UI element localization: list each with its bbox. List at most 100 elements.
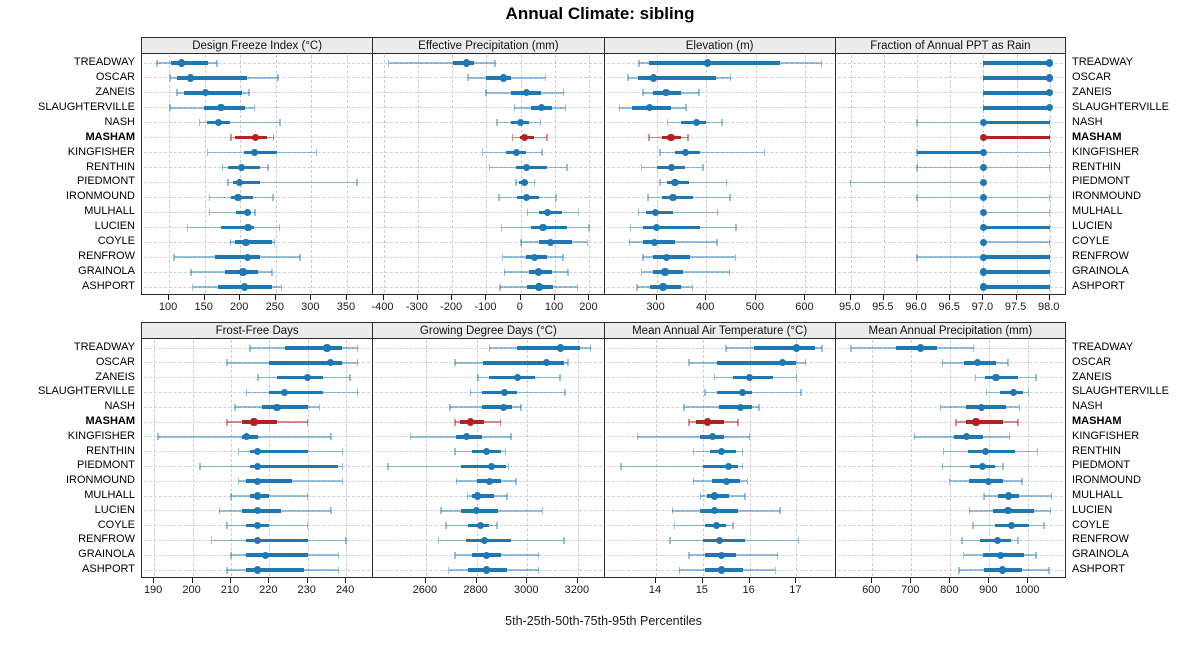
axis-tick-label: 15 [695,584,708,596]
median-dot [979,178,987,187]
whisker-cap-high [1048,238,1051,246]
grid-vline [656,340,658,576]
grid-row-line [606,211,833,213]
median-dot [979,238,987,246]
whisker-cap-high [741,448,744,456]
whisker-cap-high [337,551,340,559]
whisker-cap-low [501,253,504,261]
median-dot [251,134,259,142]
grid-vline [883,55,885,293]
whisker-cap-low [230,551,232,559]
axis-tick [519,295,521,300]
axis-tick-label: -400 [371,301,394,313]
whisker-cap-low [191,283,194,291]
whisker-cap-high [520,403,522,411]
whisker-cap-low [972,522,974,530]
strip-title: Effective Precipitation (mm) [418,39,559,52]
whisker-cap-high [1049,507,1052,515]
axis-tick [871,578,873,583]
grid-vline [230,340,232,576]
grid-vline [486,55,488,293]
iqr-bar [269,390,324,395]
whisker-cap-low [688,359,690,367]
axis-tick [345,295,347,300]
whisker-cap-high [1048,193,1051,201]
iqr-bar [250,464,339,469]
whisker-cap-low [669,536,671,544]
whisker-cap-high [1048,119,1051,127]
grid-row-line [606,347,833,349]
grid-row-line [837,181,1063,183]
panel-strip-design-freeze-index-c: Design Freeze Index (°C) [141,37,374,54]
axis-tick-label: 96.5 [938,301,960,313]
whisker-cap-high [337,566,340,574]
median-dot [542,359,550,367]
median-dot [974,359,982,367]
whisker-cap-high [1048,149,1051,157]
whisker-cap-high [821,344,823,352]
median-dot [474,492,482,500]
whisker-cap-high [1027,388,1030,396]
iqr-bar [461,464,506,469]
median-dot [521,134,529,142]
whisker-cap-high [691,283,694,291]
axis-tick [451,295,453,300]
whisker-cap-low [629,223,632,231]
grid-vline [1028,340,1030,576]
whisker-cap-low [454,551,456,559]
median-dot [692,119,700,127]
row-label-right: LUCIEN [1072,220,1113,233]
iqr-bar [702,538,745,543]
whisker-cap-high [248,89,250,97]
whisker-cap-high [254,208,256,216]
row-label-right: TREADWAY [1072,56,1134,68]
median-dot [738,388,747,396]
grid-row-line [144,196,371,198]
row-label-right: COYLE [1072,518,1110,531]
whisker-cap-low [190,268,192,276]
median-dot [708,433,716,441]
median-dot [715,536,723,544]
axis-tick-label: 3200 [564,584,590,596]
whisker-line [388,62,496,64]
axis-tick [554,295,556,300]
median-dot [667,163,676,172]
whisker-cap-high [341,477,344,485]
whisker-cap-low [469,388,471,396]
grid-row-line [837,137,1063,139]
grid-row-line [375,92,602,94]
whisker-cap-high [279,119,281,127]
grid-row-line [837,286,1063,288]
median-dot [661,268,669,276]
whisker-cap-low [466,492,469,500]
axis-tick-label: 96.0 [905,301,927,313]
median-dot [522,89,530,97]
iqr-bar [993,509,1035,513]
iqr-bar [221,225,255,230]
grid-row-line [375,226,602,228]
axis-tick [382,295,384,300]
whisker-cap-high [1008,433,1011,441]
whisker-line [705,391,802,394]
grid-row-line [837,196,1063,198]
whisker-cap-low [725,344,727,352]
median-dot [979,268,987,276]
panel-strip-elevation-m: Elevation (m) [603,37,836,54]
axis-tick-label: 97.0 [971,301,994,313]
median-dot [979,193,987,201]
grid-row-line [144,391,371,393]
iqr-bar [983,135,1050,140]
strip-title: Design Freeze Index (°C) [192,39,323,52]
strip-title: Mean Annual Precipitation (mm) [868,324,1033,337]
whisker-cap-high [1048,208,1051,216]
whisker-cap-low [515,178,517,186]
median-dot [962,433,970,441]
grid-row-line [837,122,1063,124]
whisker-cap-low [176,89,178,97]
whisker-cap-high [698,89,700,97]
axis-tick [475,578,477,583]
row-label-right: MULHALL [1072,205,1123,218]
grid-row-line [837,421,1063,423]
whisker-cap-low [454,359,456,367]
whisker-cap-high [273,238,276,246]
